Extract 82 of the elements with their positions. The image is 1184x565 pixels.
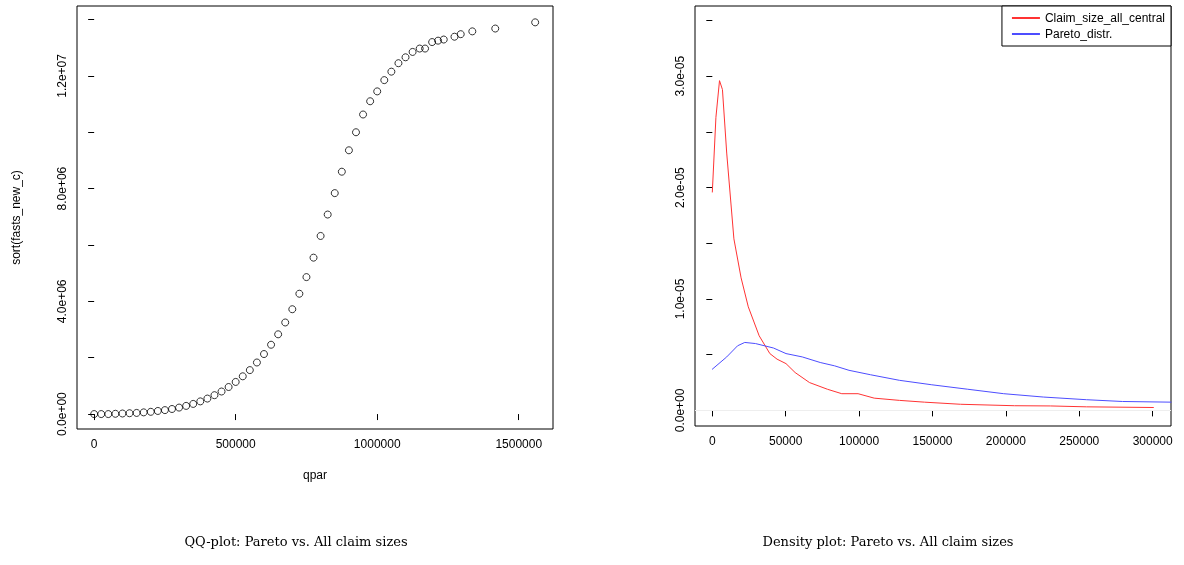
point [434, 36, 443, 45]
point [531, 18, 540, 27]
point [189, 399, 198, 408]
text: QQ-plot: Pareto vs. All claim sizes [184, 534, 408, 549]
point [231, 377, 240, 386]
legend-label: Claim_size_all_central [1044, 11, 1166, 25]
point [359, 110, 368, 119]
point [238, 372, 247, 381]
point [421, 44, 430, 53]
y-tick-label: 1.2e+07 [55, 53, 69, 98]
x-tick-label: 0 [708, 434, 716, 448]
point [351, 128, 360, 137]
point [245, 366, 254, 375]
point [274, 330, 283, 339]
point [302, 273, 311, 282]
x-tick-label: 150000 [912, 434, 953, 448]
point [330, 189, 339, 198]
point [415, 44, 424, 53]
point [456, 30, 465, 39]
point [252, 358, 261, 367]
x-tick-label: 300000 [1132, 434, 1173, 448]
y-axis-title: sort(fasts_new_c) [9, 170, 23, 265]
x-axis-title: qpar [302, 468, 328, 482]
point [182, 401, 191, 410]
x-tick-label: 200000 [985, 434, 1027, 448]
point [401, 53, 410, 62]
y-tick-label: 0.0e+00 [55, 391, 69, 436]
x-tick-label: 1500000 [495, 437, 543, 451]
point [295, 289, 304, 298]
point [373, 87, 382, 96]
point [344, 146, 353, 155]
x-tick-label: 500000 [215, 437, 257, 451]
x-tick-label: 50000 [769, 434, 803, 448]
point [428, 38, 437, 47]
line-series [711, 341, 1172, 403]
line-series [711, 80, 1154, 409]
point [217, 387, 226, 396]
text: Density plot: Pareto vs. All claim sizes [762, 534, 1014, 549]
x-tick-label: 0 [90, 437, 98, 451]
point [224, 383, 233, 392]
point [491, 24, 500, 33]
point [450, 32, 459, 41]
point [323, 210, 332, 219]
point [175, 403, 184, 412]
point [260, 350, 268, 359]
point [387, 67, 396, 76]
point [90, 410, 99, 419]
point [196, 397, 205, 406]
point [104, 410, 113, 419]
point [139, 408, 148, 417]
point [468, 27, 477, 36]
point [394, 59, 403, 68]
point [408, 47, 417, 56]
point [111, 409, 120, 418]
legend-label: Pareto_distr. [1044, 27, 1113, 41]
point [309, 253, 318, 262]
x-tick-label: 250000 [1059, 434, 1100, 448]
point [288, 305, 297, 314]
y-tick-label: 2.0e-05 [673, 166, 687, 208]
point [337, 167, 346, 176]
y-tick-label: 3.0e-05 [673, 55, 687, 97]
point [210, 391, 219, 400]
point [316, 231, 325, 240]
point [439, 35, 448, 44]
y-tick-label: 4.0e+06 [55, 279, 69, 324]
point [366, 97, 375, 106]
point [146, 407, 155, 416]
point [281, 318, 290, 327]
point [267, 340, 276, 349]
x-tick-label: 1000000 [353, 437, 401, 451]
point [380, 76, 389, 85]
point [203, 394, 212, 403]
point [118, 409, 127, 418]
point [132, 408, 141, 417]
x-tick-label: 100000 [839, 434, 880, 448]
point [125, 409, 134, 418]
point [160, 406, 169, 415]
y-tick-label: 1.0e-05 [673, 278, 687, 320]
point [153, 406, 162, 415]
point [168, 404, 176, 413]
y-tick-label: 0.0e+00 [673, 388, 687, 433]
y-tick-label: 8.0e+06 [55, 166, 69, 211]
